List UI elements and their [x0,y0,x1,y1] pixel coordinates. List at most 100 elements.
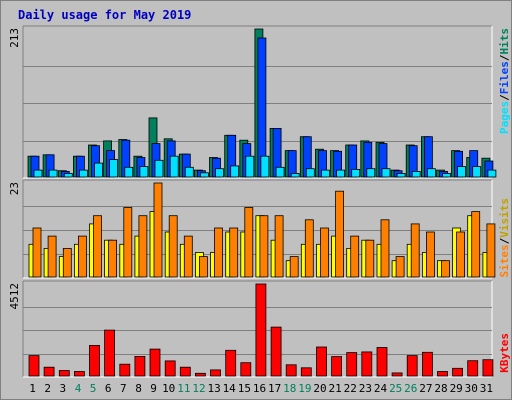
panel-visits-sites: 23 [8,179,496,279]
x-tick-label-day-11: 11 [177,382,190,395]
bar-kbytes-day-23 [361,351,373,377]
bar-kbytes-day-12 [194,372,206,377]
bar-sites-day-22 [350,235,360,278]
legend-separator: / [498,237,511,244]
bar-pages-day-15 [245,155,255,178]
x-tick-label-day-13: 13 [207,382,220,395]
svg-text:KBytes: KBytes [498,333,511,373]
x-tick-label-day-29: 29 [450,382,463,395]
bar-sites-day-5 [93,215,102,278]
bar-sites-day-3 [62,247,72,278]
x-tick-label-day-5: 5 [90,382,97,395]
bar-kbytes-day-17 [270,326,282,377]
bar-pages-day-14 [230,165,240,178]
x-tick-label-day-21: 21 [328,382,341,395]
bar-sites-day-16 [259,215,269,278]
legend-visits: Visits [498,198,511,238]
bar-pages-day-20 [321,169,330,178]
bar-sites-day-26 [410,223,420,278]
x-tick-label-day-15: 15 [238,382,251,395]
x-tick-label-day-4: 4 [75,382,82,395]
x-tick-label-day-27: 27 [419,382,432,395]
bar-kbytes-day-27 [421,351,433,377]
x-tick-label-day-23: 23 [359,382,372,395]
bar-kbytes-day-8 [134,355,146,377]
bar-sites-day-17 [274,215,284,278]
bar-kbytes-day-22 [346,352,358,377]
x-tick-label-day-7: 7 [120,382,127,395]
bar-sites-day-7 [123,207,133,278]
bar-sites-day-29 [456,231,466,278]
x-tick-label-day-10: 10 [162,382,175,395]
legend-separator: / [498,54,511,61]
bar-sites-day-31 [486,223,496,278]
svg-text:Pages/Files/Hits: Pages/Files/Hits [498,28,511,134]
legend-kbytes: KBytes [498,333,511,373]
bar-sites-day-20 [320,227,329,278]
bar-kbytes-day-18 [285,364,297,377]
bar-pages-day-5 [94,162,103,178]
y-max-label: 4512 [8,283,21,310]
panel-hits-files-pages: 213 [8,25,497,179]
bar-kbytes-day-26 [406,355,418,377]
bar-sites-day-14 [229,227,239,278]
legend-kbytes: KBytes [498,333,511,373]
x-tick-label-day-14: 14 [223,382,237,395]
bar-pages-day-27 [426,168,436,178]
bar-pages-day-19 [305,168,315,178]
legend-hits-files-pages: Pages/Files/Hits [498,28,511,134]
bar-kbytes-day-1 [28,355,40,377]
bar-pages-day-16 [260,155,270,178]
bar-kbytes-day-19 [300,367,312,377]
bar-sites-day-9 [153,182,163,278]
bar-sites-day-2 [47,235,57,278]
legend-files: Files [498,61,511,94]
bar-kbytes-day-11 [179,366,191,377]
bar-pages-day-21 [336,169,346,178]
x-tick-label-day-20: 20 [313,382,326,395]
series-pages [33,155,497,178]
bar-kbytes-day-29 [452,367,464,377]
bar-kbytes-day-25 [391,372,403,377]
bar-pages-day-24 [381,168,391,178]
bar-pages-day-3 [63,173,73,178]
bar-pages-day-23 [366,168,376,178]
bar-pages-day-26 [411,170,421,178]
bar-kbytes-day-20 [316,346,327,377]
bar-kbytes-day-14 [225,349,237,377]
x-tick-label-day-2: 2 [44,382,51,395]
bar-sites-day-19 [304,219,314,278]
x-tick-label-day-9: 9 [150,382,157,395]
bar-kbytes-day-15 [240,362,252,377]
bar-sites-day-6 [108,239,117,278]
bar-pages-day-13 [215,168,224,178]
bar-sites-day-11 [183,235,193,278]
x-tick-label-day-8: 8 [135,382,142,395]
bar-sites-day-30 [471,211,481,278]
x-tick-label-day-30: 30 [465,382,478,395]
x-tick-label-day-24: 24 [374,382,388,395]
bar-kbytes-day-3 [58,370,70,377]
bar-pages-day-30 [472,166,482,178]
legend-sites-visits: Sites/Visits [498,198,511,278]
bar-sites-day-4 [78,235,87,278]
panel-kbytes: 4512 [8,280,494,378]
bar-kbytes-day-2 [43,366,55,377]
bar-pages-day-22 [351,168,361,178]
chart-title: Daily usage for May 2019 [18,8,191,22]
bar-kbytes-day-30 [467,360,479,377]
bar-sites-day-24 [380,219,390,278]
bar-kbytes-day-16 [255,283,267,377]
bar-sites-day-1 [32,227,42,278]
bar-pages-day-31 [487,169,497,178]
bar-pages-day-2 [48,169,58,178]
bar-pages-day-12 [199,172,209,178]
bar-sites-day-8 [138,215,148,278]
bar-kbytes-day-5 [89,344,100,377]
x-tick-label-day-12: 12 [192,382,205,395]
bar-sites-day-27 [425,231,435,278]
y-max-label: 213 [8,28,21,48]
x-tick-label-day-3: 3 [59,382,66,395]
bar-sites-day-10 [168,215,178,278]
